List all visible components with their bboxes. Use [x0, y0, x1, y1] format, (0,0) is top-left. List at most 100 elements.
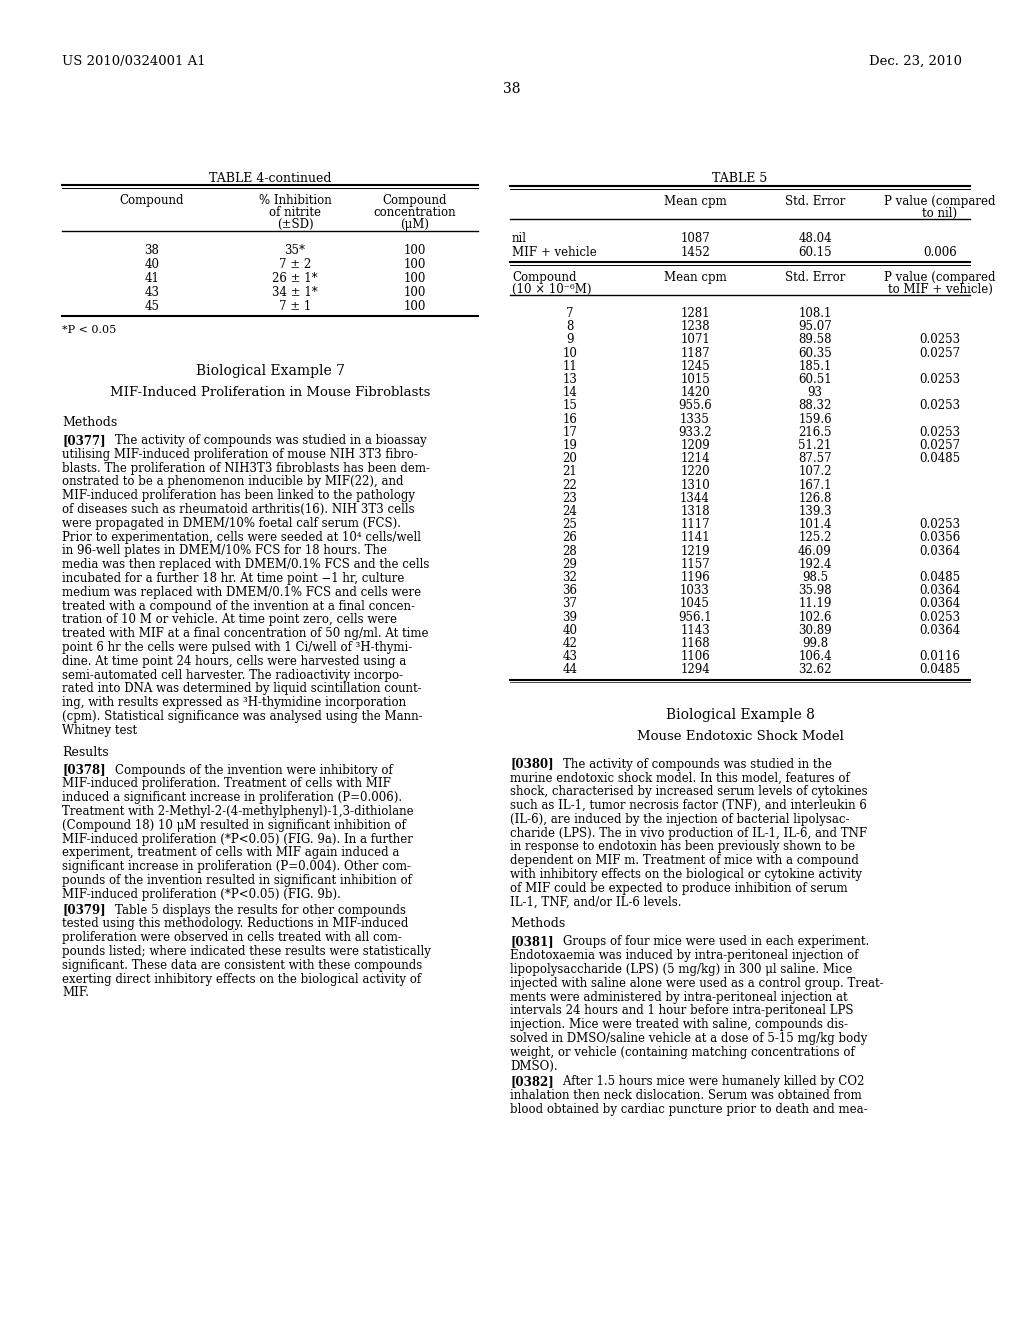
- Text: in response to endotoxin has been previously shown to be: in response to endotoxin has been previo…: [510, 841, 855, 854]
- Text: Std. Error: Std. Error: [784, 271, 845, 284]
- Text: 41: 41: [144, 272, 160, 285]
- Text: 7 ± 1: 7 ± 1: [279, 300, 311, 313]
- Text: 93: 93: [808, 387, 822, 399]
- Text: 0.0253: 0.0253: [920, 334, 961, 346]
- Text: 38: 38: [503, 82, 521, 96]
- Text: Groups of four mice were used in each experiment.: Groups of four mice were used in each ex…: [548, 936, 869, 948]
- Text: 0.0485: 0.0485: [920, 572, 961, 583]
- Text: 9: 9: [566, 334, 573, 346]
- Text: 44: 44: [562, 664, 578, 676]
- Text: 0.0257: 0.0257: [920, 347, 961, 359]
- Text: 60.15: 60.15: [798, 246, 831, 259]
- Text: induced a significant increase in proliferation (P=0.006).: induced a significant increase in prolif…: [62, 791, 402, 804]
- Text: 35*: 35*: [285, 244, 305, 257]
- Text: 1157: 1157: [680, 558, 710, 570]
- Text: (IL-6), are induced by the injection of bacterial lipolysac-: (IL-6), are induced by the injection of …: [510, 813, 850, 826]
- Text: 46.09: 46.09: [798, 545, 831, 557]
- Text: ing, with results expressed as ³H-thymidine incorporation: ing, with results expressed as ³H-thymid…: [62, 696, 407, 709]
- Text: 1310: 1310: [680, 479, 710, 491]
- Text: 1318: 1318: [680, 506, 710, 517]
- Text: 38: 38: [144, 244, 160, 257]
- Text: MIF.: MIF.: [62, 986, 89, 999]
- Text: 19: 19: [562, 440, 578, 451]
- Text: 1071: 1071: [680, 334, 710, 346]
- Text: 26: 26: [562, 532, 578, 544]
- Text: [0381]: [0381]: [510, 936, 554, 948]
- Text: 1238: 1238: [680, 321, 710, 333]
- Text: Mean cpm: Mean cpm: [664, 195, 726, 209]
- Text: US 2010/0324001 A1: US 2010/0324001 A1: [62, 55, 206, 69]
- Text: 36: 36: [562, 585, 578, 597]
- Text: media was then replaced with DMEM/0.1% FCS and the cells: media was then replaced with DMEM/0.1% F…: [62, 558, 429, 572]
- Text: 1117: 1117: [680, 519, 710, 531]
- Text: 933.2: 933.2: [678, 426, 712, 438]
- Text: Compounds of the invention were inhibitory of: Compounds of the invention were inhibito…: [100, 763, 393, 776]
- Text: Methods: Methods: [510, 917, 565, 931]
- Text: such as IL-1, tumor necrosis factor (TNF), and interleukin 6: such as IL-1, tumor necrosis factor (TNF…: [510, 799, 867, 812]
- Text: Std. Error: Std. Error: [784, 195, 845, 209]
- Text: 1335: 1335: [680, 413, 710, 425]
- Text: MIF-induced proliferation (*P<0.05) (FIG. 9a). In a further: MIF-induced proliferation (*P<0.05) (FIG…: [62, 833, 413, 846]
- Text: Table 5 displays the results for other compounds: Table 5 displays the results for other c…: [100, 904, 406, 916]
- Text: blasts. The proliferation of NIH3T3 fibroblasts has been dem-: blasts. The proliferation of NIH3T3 fibr…: [62, 462, 430, 475]
- Text: 1220: 1220: [680, 466, 710, 478]
- Text: injected with saline alone were used as a control group. Treat-: injected with saline alone were used as …: [510, 977, 884, 990]
- Text: dependent on MIF m. Treatment of mice with a compound: dependent on MIF m. Treatment of mice wi…: [510, 854, 859, 867]
- Text: [0377]: [0377]: [62, 434, 105, 447]
- Text: solved in DMSO/saline vehicle at a dose of 5-15 mg/kg body: solved in DMSO/saline vehicle at a dose …: [510, 1032, 867, 1045]
- Text: Compound: Compound: [383, 194, 447, 207]
- Text: inhalation then neck dislocation. Serum was obtained from: inhalation then neck dislocation. Serum …: [510, 1089, 862, 1102]
- Text: 32.62: 32.62: [799, 664, 831, 676]
- Text: Mouse Endotoxic Shock Model: Mouse Endotoxic Shock Model: [637, 730, 844, 743]
- Text: 100: 100: [403, 286, 426, 300]
- Text: 1214: 1214: [680, 453, 710, 465]
- Text: Compound: Compound: [120, 194, 184, 207]
- Text: MIF-induced proliferation has been linked to the pathology: MIF-induced proliferation has been linke…: [62, 490, 415, 502]
- Text: significant increase in proliferation (P=0.004). Other com-: significant increase in proliferation (P…: [62, 861, 411, 874]
- Text: Compound: Compound: [512, 271, 577, 284]
- Text: Endotoxaemia was induced by intra-peritoneal injection of: Endotoxaemia was induced by intra-perito…: [510, 949, 858, 962]
- Text: 216.5: 216.5: [799, 426, 831, 438]
- Text: shock, characterised by increased serum levels of cytokines: shock, characterised by increased serum …: [510, 785, 867, 799]
- Text: *P < 0.05: *P < 0.05: [62, 325, 117, 335]
- Text: 13: 13: [562, 374, 578, 385]
- Text: 51.21: 51.21: [799, 440, 831, 451]
- Text: 99.8: 99.8: [802, 638, 828, 649]
- Text: 100: 100: [403, 300, 426, 313]
- Text: pounds of the invention resulted in significant inhibition of: pounds of the invention resulted in sign…: [62, 874, 412, 887]
- Text: 88.32: 88.32: [799, 400, 831, 412]
- Text: 98.5: 98.5: [802, 572, 828, 583]
- Text: 106.4: 106.4: [798, 651, 831, 663]
- Text: lipopolysaccharide (LPS) (5 mg/kg) in 300 μl saline. Mice: lipopolysaccharide (LPS) (5 mg/kg) in 30…: [510, 964, 852, 975]
- Text: 25: 25: [562, 519, 578, 531]
- Text: 11.19: 11.19: [799, 598, 831, 610]
- Text: of MIF could be expected to produce inhibition of serum: of MIF could be expected to produce inhi…: [510, 882, 848, 895]
- Text: MIF + vehicle: MIF + vehicle: [512, 246, 597, 259]
- Text: treated with a compound of the invention at a final concen-: treated with a compound of the invention…: [62, 599, 415, 612]
- Text: (±SD): (±SD): [276, 218, 313, 231]
- Text: 0.0364: 0.0364: [920, 598, 961, 610]
- Text: 45: 45: [144, 300, 160, 313]
- Text: 1087: 1087: [680, 232, 710, 246]
- Text: 126.8: 126.8: [799, 492, 831, 504]
- Text: The activity of compounds was studied in a bioassay: The activity of compounds was studied in…: [100, 434, 427, 447]
- Text: utilising MIF-induced proliferation of mouse NIH 3T3 fibro-: utilising MIF-induced proliferation of m…: [62, 447, 418, 461]
- Text: Results: Results: [62, 746, 109, 759]
- Text: in 96-well plates in DMEM/10% FCS for 18 hours. The: in 96-well plates in DMEM/10% FCS for 18…: [62, 544, 387, 557]
- Text: 167.1: 167.1: [799, 479, 831, 491]
- Text: 87.57: 87.57: [798, 453, 831, 465]
- Text: P value (compared: P value (compared: [885, 271, 995, 284]
- Text: 48.04: 48.04: [798, 232, 831, 246]
- Text: 95.07: 95.07: [798, 321, 831, 333]
- Text: 16: 16: [562, 413, 578, 425]
- Text: 159.6: 159.6: [798, 413, 831, 425]
- Text: The activity of compounds was studied in the: The activity of compounds was studied in…: [548, 758, 831, 771]
- Text: TABLE 5: TABLE 5: [713, 172, 768, 185]
- Text: were propagated in DMEM/10% foetal calf serum (FCS).: were propagated in DMEM/10% foetal calf …: [62, 517, 401, 529]
- Text: 23: 23: [562, 492, 578, 504]
- Text: 0.0485: 0.0485: [920, 664, 961, 676]
- Text: 35.98: 35.98: [798, 585, 831, 597]
- Text: % Inhibition: % Inhibition: [259, 194, 332, 207]
- Text: of nitrite: of nitrite: [269, 206, 321, 219]
- Text: MIF-Induced Proliferation in Mouse Fibroblasts: MIF-Induced Proliferation in Mouse Fibro…: [110, 385, 430, 399]
